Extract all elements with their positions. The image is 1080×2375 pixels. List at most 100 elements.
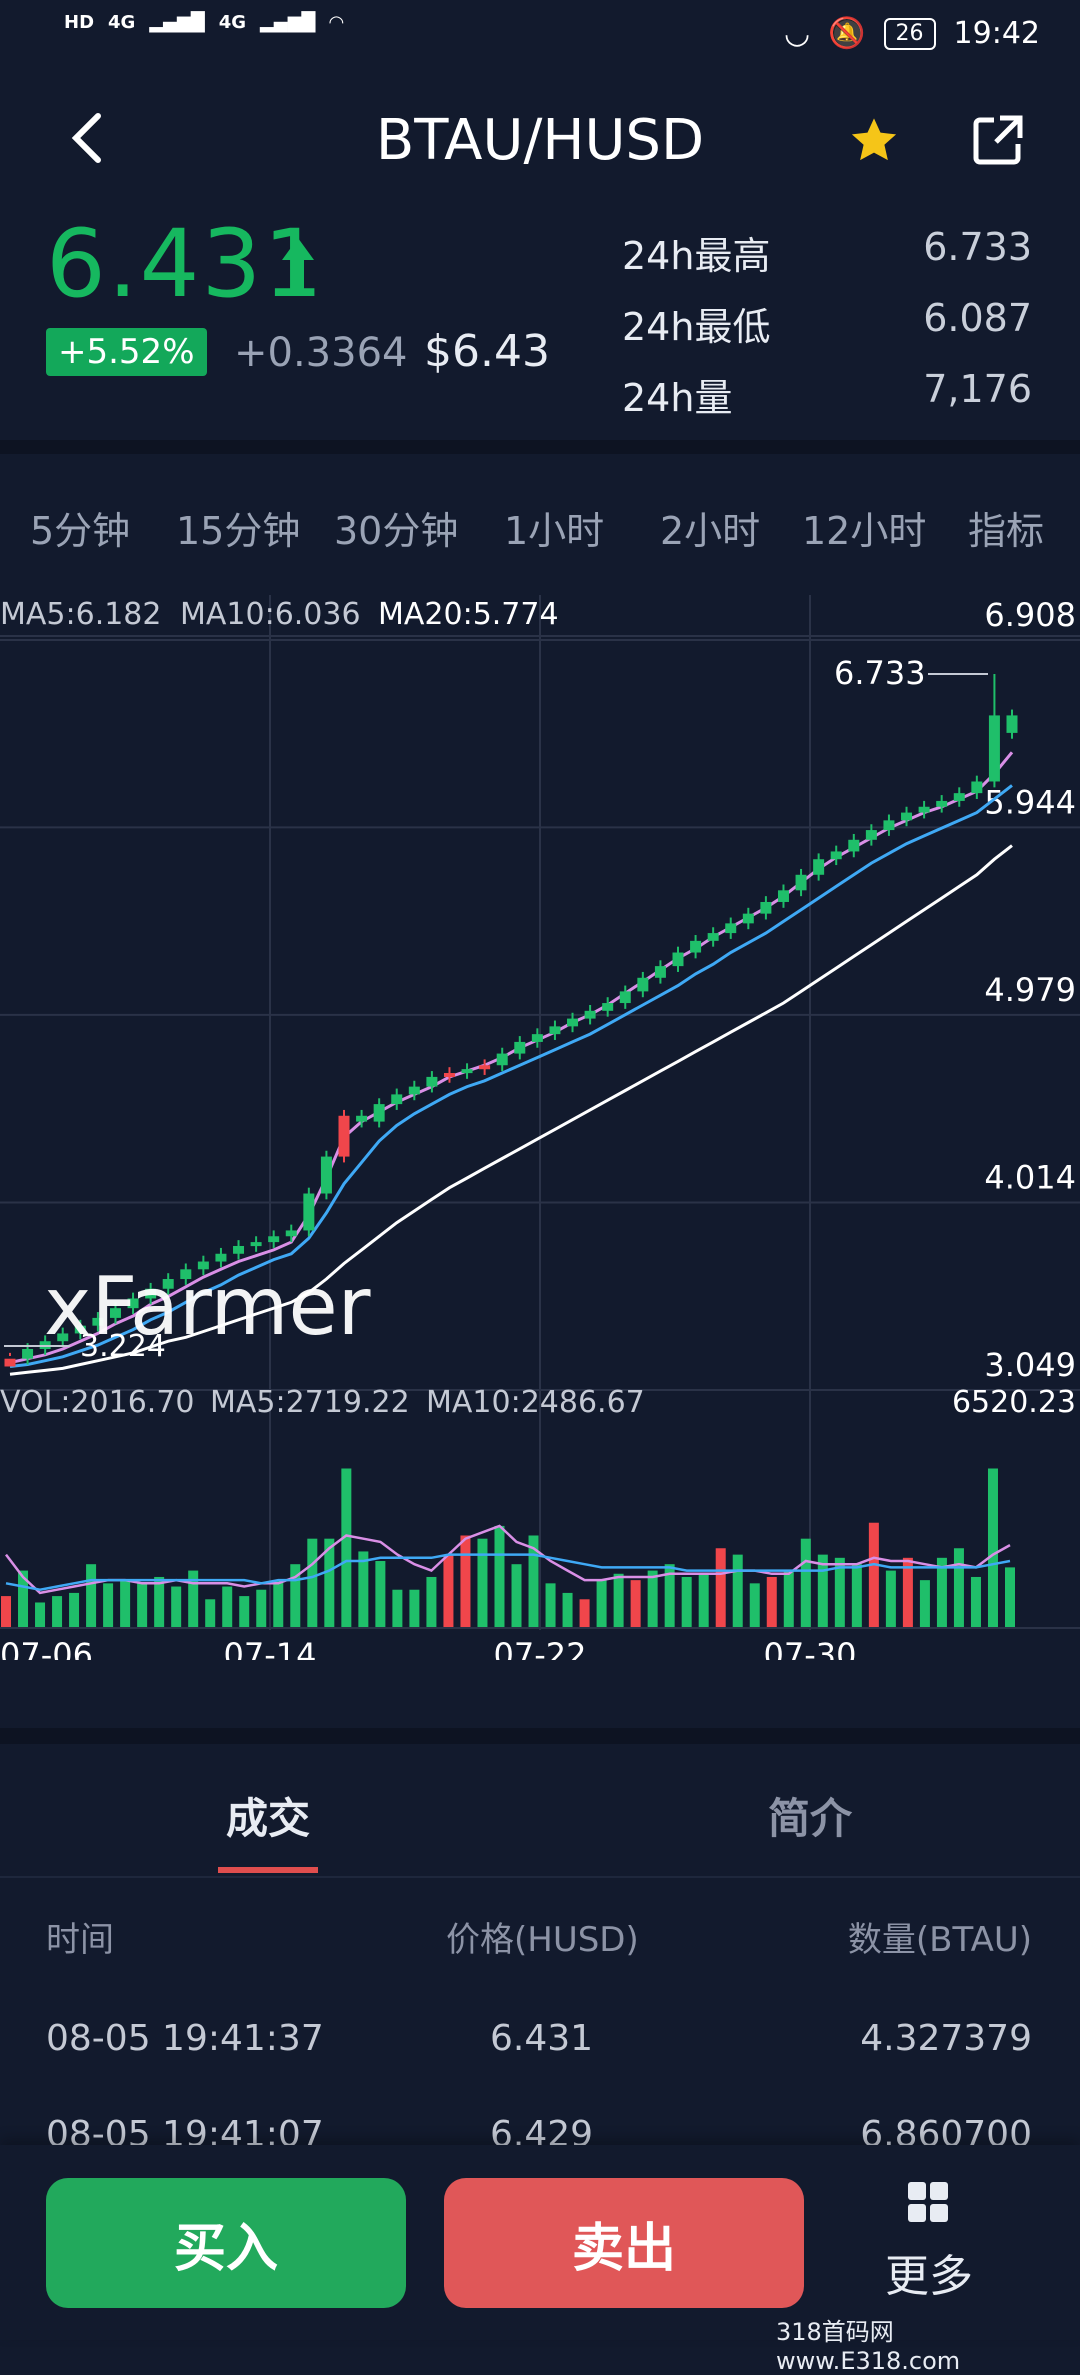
- stat-24h-volume: 24h量 7,176: [622, 367, 1032, 422]
- volume-bar: [103, 1583, 114, 1628]
- battery-indicator: 26: [883, 17, 936, 50]
- signal-bars-icon: ▂▄▆█: [260, 12, 316, 33]
- x-tick-label: 07-22: [494, 1636, 587, 1660]
- volume-bar: [375, 1561, 386, 1628]
- volume-bar: [426, 1576, 437, 1628]
- tab-intro[interactable]: 简介: [768, 1794, 853, 1843]
- volume-bar: [324, 1538, 335, 1628]
- candle-body: [109, 1308, 121, 1318]
- volume-bar: [35, 1602, 46, 1628]
- volume-bar: [154, 1576, 165, 1628]
- volume-bar: [69, 1592, 80, 1628]
- change-percent-badge: +5.52%: [46, 328, 207, 376]
- more-button[interactable]: 更多: [885, 2251, 973, 2302]
- volume-bar: [528, 1535, 539, 1628]
- candle-body: [830, 851, 842, 860]
- col-header-qty: 数量(BTAU): [847, 1920, 1032, 1960]
- tab-indicators[interactable]: 指标: [968, 509, 1045, 553]
- tab-15min[interactable]: 15分钟: [176, 509, 301, 553]
- share-icon[interactable]: [970, 112, 1026, 168]
- candle-body: [426, 1076, 438, 1087]
- hd-badge: HD: [64, 12, 95, 33]
- tab-divider: [0, 1876, 1080, 1878]
- volume-bar: [1005, 1567, 1015, 1628]
- volume-bar: [868, 1522, 879, 1628]
- candles: [4, 674, 1018, 1367]
- x-tick-label: 07-06: [0, 1636, 93, 1660]
- vol-max-label: 6520.23: [952, 1385, 1076, 1420]
- volume-bar: [511, 1564, 522, 1628]
- candle-body: [4, 1358, 16, 1367]
- low-marker: 3.224: [80, 1329, 166, 1364]
- volume-bar: [885, 1570, 896, 1628]
- buy-button[interactable]: 买入: [46, 2178, 406, 2308]
- candle-body: [725, 923, 737, 934]
- vol-ma10-label: MA10:2486.67: [426, 1385, 645, 1420]
- y-tick-label: 6.908: [984, 596, 1076, 634]
- trade-price: 6.431: [490, 2018, 594, 2059]
- favorite-star-icon[interactable]: [848, 114, 900, 166]
- volume-bar: [256, 1589, 267, 1628]
- candle-body: [936, 800, 948, 807]
- candle-body: [320, 1156, 332, 1194]
- volume-bar: [341, 1468, 352, 1628]
- volume-bar: [766, 1576, 777, 1628]
- volume-bar: [749, 1583, 760, 1628]
- nav-bar: BTAU/HUSD: [0, 90, 1080, 190]
- candle-body: [74, 1325, 86, 1334]
- volume-bar: [647, 1570, 658, 1628]
- candle-body: [567, 1018, 579, 1027]
- volume-bar: [494, 1525, 505, 1628]
- x-tick-label: 07-14: [224, 1636, 317, 1660]
- tab-trades[interactable]: 成交: [226, 1794, 311, 1843]
- volume-bar: [664, 1564, 675, 1628]
- volume-bar: [307, 1538, 318, 1628]
- candle-body: [777, 890, 789, 902]
- candle-body: [742, 913, 754, 924]
- candle-body: [901, 812, 913, 821]
- candlestick-chart[interactable]: MA5:6.182 MA10:6.036 MA20:5.774 6.908 5.9…: [0, 590, 1080, 1660]
- tab-2hour[interactable]: 2小时: [660, 509, 761, 553]
- grid-icon[interactable]: [906, 2180, 950, 2224]
- candle-body: [496, 1053, 508, 1066]
- candle-body: [92, 1317, 104, 1326]
- back-icon[interactable]: [60, 108, 120, 168]
- candle-body: [971, 781, 983, 794]
- candle-body: [408, 1086, 420, 1095]
- high-marker: 6.733: [834, 654, 926, 692]
- stat-label: 24h最高: [622, 234, 771, 278]
- tab-12hour[interactable]: 12小时: [802, 509, 927, 553]
- chart-vertical-grid: [269, 595, 811, 1630]
- volume-bar: [273, 1580, 284, 1628]
- candle-body: [356, 1115, 368, 1122]
- volume-bars: [1, 1468, 1015, 1628]
- tab-1hour[interactable]: 1小时: [504, 509, 605, 553]
- candle-body: [813, 859, 825, 875]
- clock: 19:42: [953, 16, 1040, 51]
- signal-bars-icon: ▂▄▆█: [149, 12, 205, 33]
- stat-label: 24h量: [622, 376, 733, 420]
- y-tick-label: 5.944: [984, 783, 1076, 821]
- sell-button[interactable]: 卖出: [444, 2178, 804, 2308]
- volume-bar: [800, 1538, 811, 1628]
- ma20-label: MA20:5.774: [378, 597, 559, 632]
- candle-body: [197, 1261, 209, 1270]
- volume-bar: [834, 1557, 845, 1628]
- volume-bar: [919, 1580, 930, 1628]
- candle-body: [285, 1230, 297, 1237]
- volume-bar: [120, 1580, 131, 1628]
- volume-bar: [698, 1573, 709, 1628]
- volume-bar: [86, 1564, 97, 1628]
- tab-30min[interactable]: 30分钟: [334, 509, 459, 553]
- candle-body: [22, 1348, 34, 1359]
- candle-body: [145, 1288, 157, 1299]
- col-header-price: 价格(HUSD): [446, 1920, 639, 1960]
- candle-body: [479, 1065, 491, 1070]
- volume-bar: [205, 1599, 216, 1628]
- tab-5min[interactable]: 5分钟: [30, 509, 131, 553]
- wifi-icon: ◠: [329, 12, 344, 33]
- candle-body: [707, 933, 719, 941]
- volume-bar: [681, 1576, 692, 1628]
- candle-body: [373, 1104, 385, 1122]
- mute-icon: 🔕: [828, 16, 866, 51]
